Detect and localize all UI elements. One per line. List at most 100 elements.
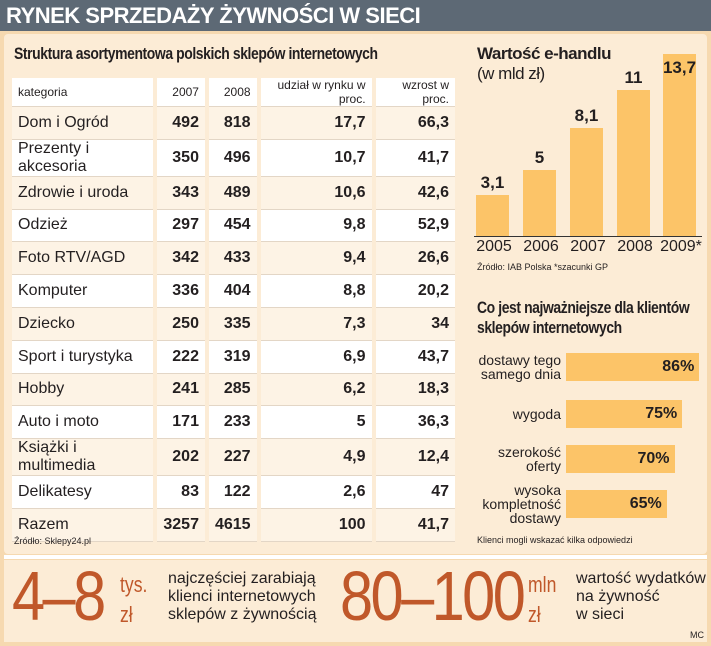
priority-label: wygoda (512, 406, 561, 422)
bar-2009* (663, 54, 696, 236)
table-cell: Dom i Ogród (12, 107, 154, 140)
assortment-table: kategoria 2007 2008 udział w rynku w proc. w… (8, 78, 459, 542)
table-cell: 34 (375, 307, 455, 341)
column-header: kategoria (12, 78, 154, 107)
table-cell: Odzież (12, 209, 154, 243)
table-cell: 36,3 (375, 406, 455, 440)
table-cell: Razem (12, 508, 154, 542)
x-tick-label: 2007 (570, 238, 606, 255)
table-cell: 52,9 (375, 209, 455, 243)
table-cell: 12,4 (375, 439, 455, 477)
table-cell: 4615 (208, 508, 257, 542)
ecommerce-chart-subtitle: (w mld zł) (477, 64, 545, 83)
table-row: Razem 3257 4615 100 41,7 (12, 508, 455, 542)
table-cell: 489 (208, 176, 257, 210)
priority-bar: 65% (566, 490, 667, 518)
income-value: 4–8 (12, 557, 106, 635)
table-row: Delikatesy 83 122 2,6 47 (12, 476, 455, 509)
column-header: 2008 (208, 78, 257, 107)
table-cell: 9,4 (260, 242, 372, 276)
priority-label: wysoka kompletność dostawy (482, 482, 561, 526)
desc-line: w sieci (576, 606, 625, 623)
table-row: Odzież 297 454 9,8 52,9 (12, 209, 455, 243)
facts-panel (4, 560, 707, 642)
table-cell: 319 (208, 340, 257, 374)
spending-value: 80–100 (340, 557, 526, 635)
table-row: Komputer 336 404 8,8 20,2 (12, 275, 455, 308)
table-cell: 100 (260, 508, 372, 542)
bar-value-label: 5 (534, 147, 545, 167)
table-cell: 41,7 (375, 139, 455, 177)
income-description: najczęściej zarabiają klienci internetow… (168, 570, 317, 624)
x-tick-label: 2008 (617, 238, 653, 255)
table-row: Książki i multimedia 202 227 4,9 12,4 (12, 439, 455, 477)
table-cell: 227 (208, 439, 257, 477)
table-row: Foto RTV/AGD 342 433 9,4 26,6 (12, 242, 455, 276)
table-cell: 42,6 (375, 176, 455, 210)
table-cell: 336 (157, 275, 205, 308)
table-row: Zdrowie i uroda 343 489 10,6 42,6 (12, 176, 455, 210)
table-row: Dom i Ogród 492 818 17,7 66,3 (12, 107, 455, 140)
table-cell: Auto i moto (12, 406, 154, 440)
table-cell: 6,2 (260, 373, 372, 407)
table-cell: 17,7 (260, 107, 372, 140)
table-cell: 250 (157, 307, 205, 341)
table-cell: 43,7 (375, 340, 455, 374)
table-cell: 7,3 (260, 307, 372, 341)
table-cell: 18,3 (375, 373, 455, 407)
table-cell: 202 (157, 439, 205, 477)
income-unit-2: zł (120, 602, 133, 627)
column-header: wzrost w proc. (375, 78, 455, 107)
table-cell: 6,9 (260, 340, 372, 374)
table-cell: 47 (375, 476, 455, 509)
table-cell: 496 (208, 139, 257, 177)
desc-line: najczęściej zarabiają (168, 570, 316, 587)
table-cell: 222 (157, 340, 205, 374)
column-header: 2007 (157, 78, 205, 107)
column-header: udział w rynku w proc. (260, 78, 372, 107)
table-row: Sport i turystyka 222 319 6,9 43,7 (12, 340, 455, 374)
table-cell: 818 (208, 107, 257, 140)
bar-value-label: 8,1 (574, 106, 599, 126)
table-row: Hobby 241 285 6,2 18,3 (12, 373, 455, 407)
priority-bar: 86% (566, 353, 700, 381)
table-row: Prezenty i akcesoria 350 496 10,7 41,7 (12, 139, 455, 177)
table-cell: 41,7 (375, 508, 455, 542)
table-cell: 350 (157, 139, 205, 177)
x-tick-label: 2005 (476, 238, 512, 255)
table-cell: 10,6 (260, 176, 372, 210)
table-cell: 9,8 (260, 209, 372, 243)
desc-line: sklepów z żywnością (168, 606, 317, 623)
priority-bar: 70% (566, 445, 675, 473)
table-title: Struktura asortymentowa polskich sklepów… (14, 44, 378, 63)
table-cell: 342 (157, 242, 205, 276)
desc-line: na żywność (576, 588, 660, 605)
priority-label: szerokość oferty (497, 444, 561, 474)
x-tick-label: 2006 (523, 238, 559, 255)
table-cell: 2,6 (260, 476, 372, 509)
table-cell: 20,2 (375, 275, 455, 308)
credit: MC (690, 630, 704, 640)
bar-2007 (570, 128, 603, 236)
priority-label: dostawy tego samego dnia (478, 352, 562, 382)
table-cell: 171 (157, 406, 205, 440)
priority-bar: 75% (566, 400, 683, 428)
table-cell: Zdrowie i uroda (12, 176, 154, 210)
table-cell: 241 (157, 373, 205, 407)
income-unit-1: tys. (120, 572, 148, 597)
ecommerce-source: Źródło: IAB Polska *szacunki GP (477, 262, 609, 272)
x-axis (474, 236, 702, 237)
bar-value-label: 3,1 (480, 172, 505, 192)
table-cell: Delikatesy (12, 476, 154, 509)
bar-2008 (617, 89, 650, 236)
spending-unit-2: zł (528, 602, 541, 627)
table-row: Dziecko 250 335 7,3 34 (12, 307, 455, 341)
spending-unit-1: mln (528, 572, 557, 597)
table-cell: 10,7 (260, 139, 372, 177)
priorities-chart-title: Co jest najważniejsze dla klientów sklep… (477, 298, 690, 337)
table-cell: 122 (208, 476, 257, 509)
ecommerce-chart-title: Wartość e-handlu (477, 44, 612, 63)
table-cell: 5 (260, 406, 372, 440)
table-cell: Prezenty i akcesoria (12, 139, 154, 177)
table-cell: 3257 (157, 508, 205, 542)
